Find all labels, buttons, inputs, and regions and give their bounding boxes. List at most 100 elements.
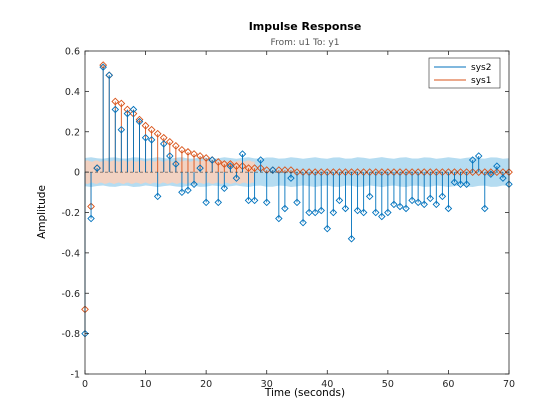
marker-sys2 [256,156,265,164]
marker-sys2 [462,180,471,188]
marker-sys2 [166,152,174,160]
marker-sys1 [377,168,386,177]
marker-sys1 [365,168,374,177]
marker-sys1 [159,133,168,142]
y-tick-label: -0.8 [61,329,80,340]
marker-sys2 [159,140,168,148]
marker-sys1 [262,166,271,174]
marker-sys1 [190,150,198,158]
marker-sys1 [420,168,429,177]
marker-sys2 [323,224,332,233]
marker-sys2 [220,184,229,193]
marker-sys1 [311,168,320,177]
marker-sys1 [111,97,120,106]
legend-label-sys2: sys2 [471,63,491,73]
marker-sys1 [244,164,253,172]
marker-sys2 [93,164,101,172]
marker-sys1 [383,168,392,177]
marker-sys2 [293,198,301,207]
marker-sys2 [408,196,416,205]
marker-sys2 [147,136,156,144]
marker-sys1 [178,146,186,154]
marker-sys1 [81,305,89,314]
marker-sys1 [287,166,295,174]
marker-sys1 [359,168,368,177]
marker-sys2 [347,234,356,243]
plot-area [85,51,509,374]
marker-sys1 [184,148,192,156]
y-tick-label: -0.4 [61,248,80,259]
marker-sys1 [238,162,247,170]
marker-sys2 [390,200,398,209]
x-tick-label: 40 [321,379,333,390]
marker-sys1 [492,168,501,177]
x-tick-label: 20 [200,379,212,390]
marker-sys1 [341,168,350,177]
marker-sys1 [196,152,204,160]
marker-sys1 [347,168,356,177]
x-tick-label: 0 [82,379,88,390]
marker-sys2 [81,329,89,338]
marker-sys2 [99,63,107,71]
marker-sys1 [299,168,307,177]
legend-box [428,57,501,89]
marker-sys1 [414,168,423,177]
marker-sys2 [317,206,325,215]
marker-sys1 [323,168,332,177]
marker-sys2 [487,170,495,178]
marker-sys2 [172,160,180,168]
chart-subtitle: From: u1 To: y1 [271,38,340,48]
marker-sys1 [468,168,477,177]
marker-sys2 [123,109,132,118]
marker-sys1 [129,109,138,118]
marker-sys1 [99,61,108,70]
chart-title: Impulse Response [249,20,362,33]
marker-sys1 [305,168,314,177]
y-tick-label: 0 [74,168,80,179]
x-axis-label: Time (seconds) [264,387,345,399]
marker-sys2 [450,178,459,186]
marker-sys1 [202,154,211,162]
marker-sys1 [141,121,150,130]
x-axis-ticks: 0 10 20 30 40 50 60 70 [82,51,515,390]
marker-sys1 [408,168,416,177]
marker-sys1 [456,168,465,177]
marker-sys1 [87,202,95,211]
marker-sys1 [171,141,180,150]
marker-sys2 [105,71,113,79]
marker-sys2 [365,192,374,201]
marker-sys2 [153,192,162,201]
marker-sys2 [335,196,344,205]
marker-sys1 [165,137,174,146]
x-tick-label: 60 [442,379,454,390]
marker-sys1 [462,168,471,177]
y-tick-label: 0.2 [65,127,80,138]
marker-sys2 [426,194,435,203]
marker-sys2 [493,162,501,170]
marker-sys2 [275,214,283,223]
x-tick-label: 30 [261,379,273,390]
marker-sys1 [317,168,326,177]
marker-sys1 [438,168,447,177]
marker-sys2 [262,198,271,207]
marker-sys1 [329,168,338,177]
marker-sys1 [214,158,223,166]
marker-sys2 [196,164,204,172]
marker-sys1 [444,168,453,177]
marker-sys1 [432,168,441,177]
marker-sys2 [238,150,247,158]
marker-sys1 [480,168,489,177]
marker-sys2 [214,198,223,207]
marker-sys2 [432,200,441,209]
marker-sys1 [220,160,229,168]
marker-sys2 [311,208,319,217]
marker-sys2 [281,204,289,213]
marker-sys2 [244,196,253,205]
marker-sys2 [505,180,513,188]
marker-sys2 [299,218,307,227]
marker-sys2 [226,162,235,170]
marker-sys2 [232,174,241,182]
marker-sys1 [450,168,459,177]
marker-sys2 [444,204,453,213]
